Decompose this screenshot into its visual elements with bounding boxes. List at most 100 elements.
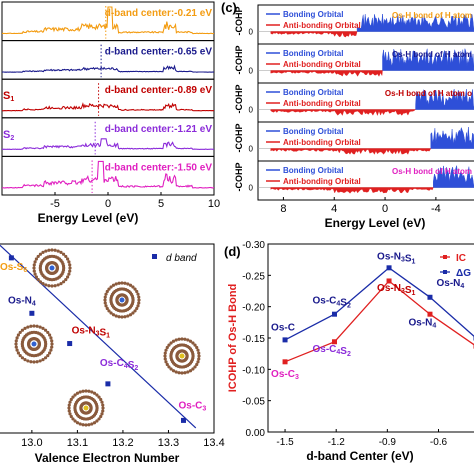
atom (28, 338, 33, 342)
plot-frame (0, 243, 215, 434)
atom (101, 403, 105, 407)
d-band-center-label: d-band center:-0.89 eV (105, 85, 213, 96)
atom (46, 353, 50, 358)
y-tick-label: -0.10 (242, 365, 265, 376)
subscript: 4 (124, 363, 128, 370)
legend-antibonding: Anti-bonding Orbital (283, 99, 361, 108)
atom (53, 284, 57, 288)
atom (180, 371, 184, 375)
atom (120, 315, 124, 319)
legend-label: IC (456, 253, 466, 264)
atom (30, 347, 34, 351)
subscript: 4 (336, 349, 340, 356)
atom (53, 270, 58, 274)
legend-bonding: Bonding Orbital (283, 127, 343, 136)
legend-label: ΔG (456, 268, 471, 279)
bonding-area (356, 13, 474, 32)
label-part: S (405, 254, 412, 265)
atom (64, 254, 68, 259)
molecule-structure-icon (163, 337, 201, 375)
x-tick-label: 4 (331, 203, 337, 215)
atom (114, 282, 118, 286)
y-axis-label: -COHP (234, 163, 244, 192)
subscript: 3 (96, 331, 100, 338)
subscript: 6 (23, 267, 27, 274)
atom (61, 264, 66, 268)
atom (186, 370, 190, 374)
atom (14, 339, 18, 343)
atom (34, 275, 39, 279)
subscript: 4 (32, 300, 36, 307)
atom (67, 260, 71, 264)
x-tick-label: -4 (431, 203, 441, 215)
atom (73, 419, 77, 423)
atom (107, 309, 111, 313)
atom (26, 359, 30, 363)
atom (197, 351, 201, 355)
atom (164, 360, 168, 364)
data-point (29, 310, 35, 316)
y-tick-label: -0.05 (242, 397, 265, 408)
series-point (331, 339, 337, 345)
antibonding-area (270, 148, 432, 155)
atom (197, 354, 201, 358)
data-point (180, 417, 186, 423)
point-label: Os-N4 (8, 295, 36, 307)
atom (47, 284, 51, 288)
atom (104, 292, 108, 296)
row-name: S2 (3, 129, 14, 142)
atom (113, 289, 117, 294)
bond-label: Os-H bond of H atom (392, 50, 472, 59)
atom (36, 331, 40, 335)
atom (80, 416, 84, 420)
label-part: Os-N (72, 326, 96, 337)
d-band-center-label: d-band center:-0.65 eV (105, 47, 213, 58)
atom (187, 362, 191, 367)
bonding-area (415, 88, 474, 110)
x-axis-label: Valence Electron Number (35, 451, 180, 465)
atom (197, 357, 201, 361)
legend-antibonding: Anti-bonding Orbital (283, 21, 361, 30)
atom (54, 255, 58, 259)
x-tick-label: 0 (382, 203, 388, 215)
atom (175, 355, 179, 359)
atom (171, 369, 176, 373)
pdos-curve (1, 102, 215, 112)
y-tick-label: 0 (249, 28, 254, 37)
atom-center (31, 341, 37, 347)
label-part: Os-N (436, 278, 460, 289)
label-part: Os-C (271, 322, 295, 333)
point-annotation: Os-N3S1 (377, 283, 415, 297)
atom (115, 299, 119, 303)
series-point (386, 265, 392, 271)
atom (136, 292, 140, 296)
atom (193, 343, 197, 347)
atom (64, 277, 68, 282)
label-part: Os-S (0, 262, 24, 273)
atom (97, 417, 101, 421)
atom (32, 324, 36, 328)
atom (38, 359, 42, 363)
atom (99, 397, 103, 402)
atom (97, 395, 101, 399)
atom (56, 283, 60, 287)
atom (48, 271, 52, 275)
atom (100, 412, 104, 416)
bonding-area (430, 126, 474, 149)
atom (77, 397, 81, 402)
atom (100, 400, 104, 404)
atom (35, 360, 39, 364)
y-tick-label: -0.15 (242, 334, 265, 345)
point-annotation: Os-N4 (436, 278, 464, 290)
atom (29, 324, 33, 328)
atom (128, 283, 133, 287)
x-tick-label: 13.2 (112, 437, 133, 449)
atom (78, 422, 82, 426)
pdos-curve (1, 160, 215, 189)
atom (135, 306, 139, 311)
x-tick-label: -1.2 (328, 437, 346, 448)
atom (107, 287, 111, 291)
atom (117, 315, 121, 319)
panel-label-d: (d) (224, 244, 241, 259)
atom (67, 272, 71, 276)
